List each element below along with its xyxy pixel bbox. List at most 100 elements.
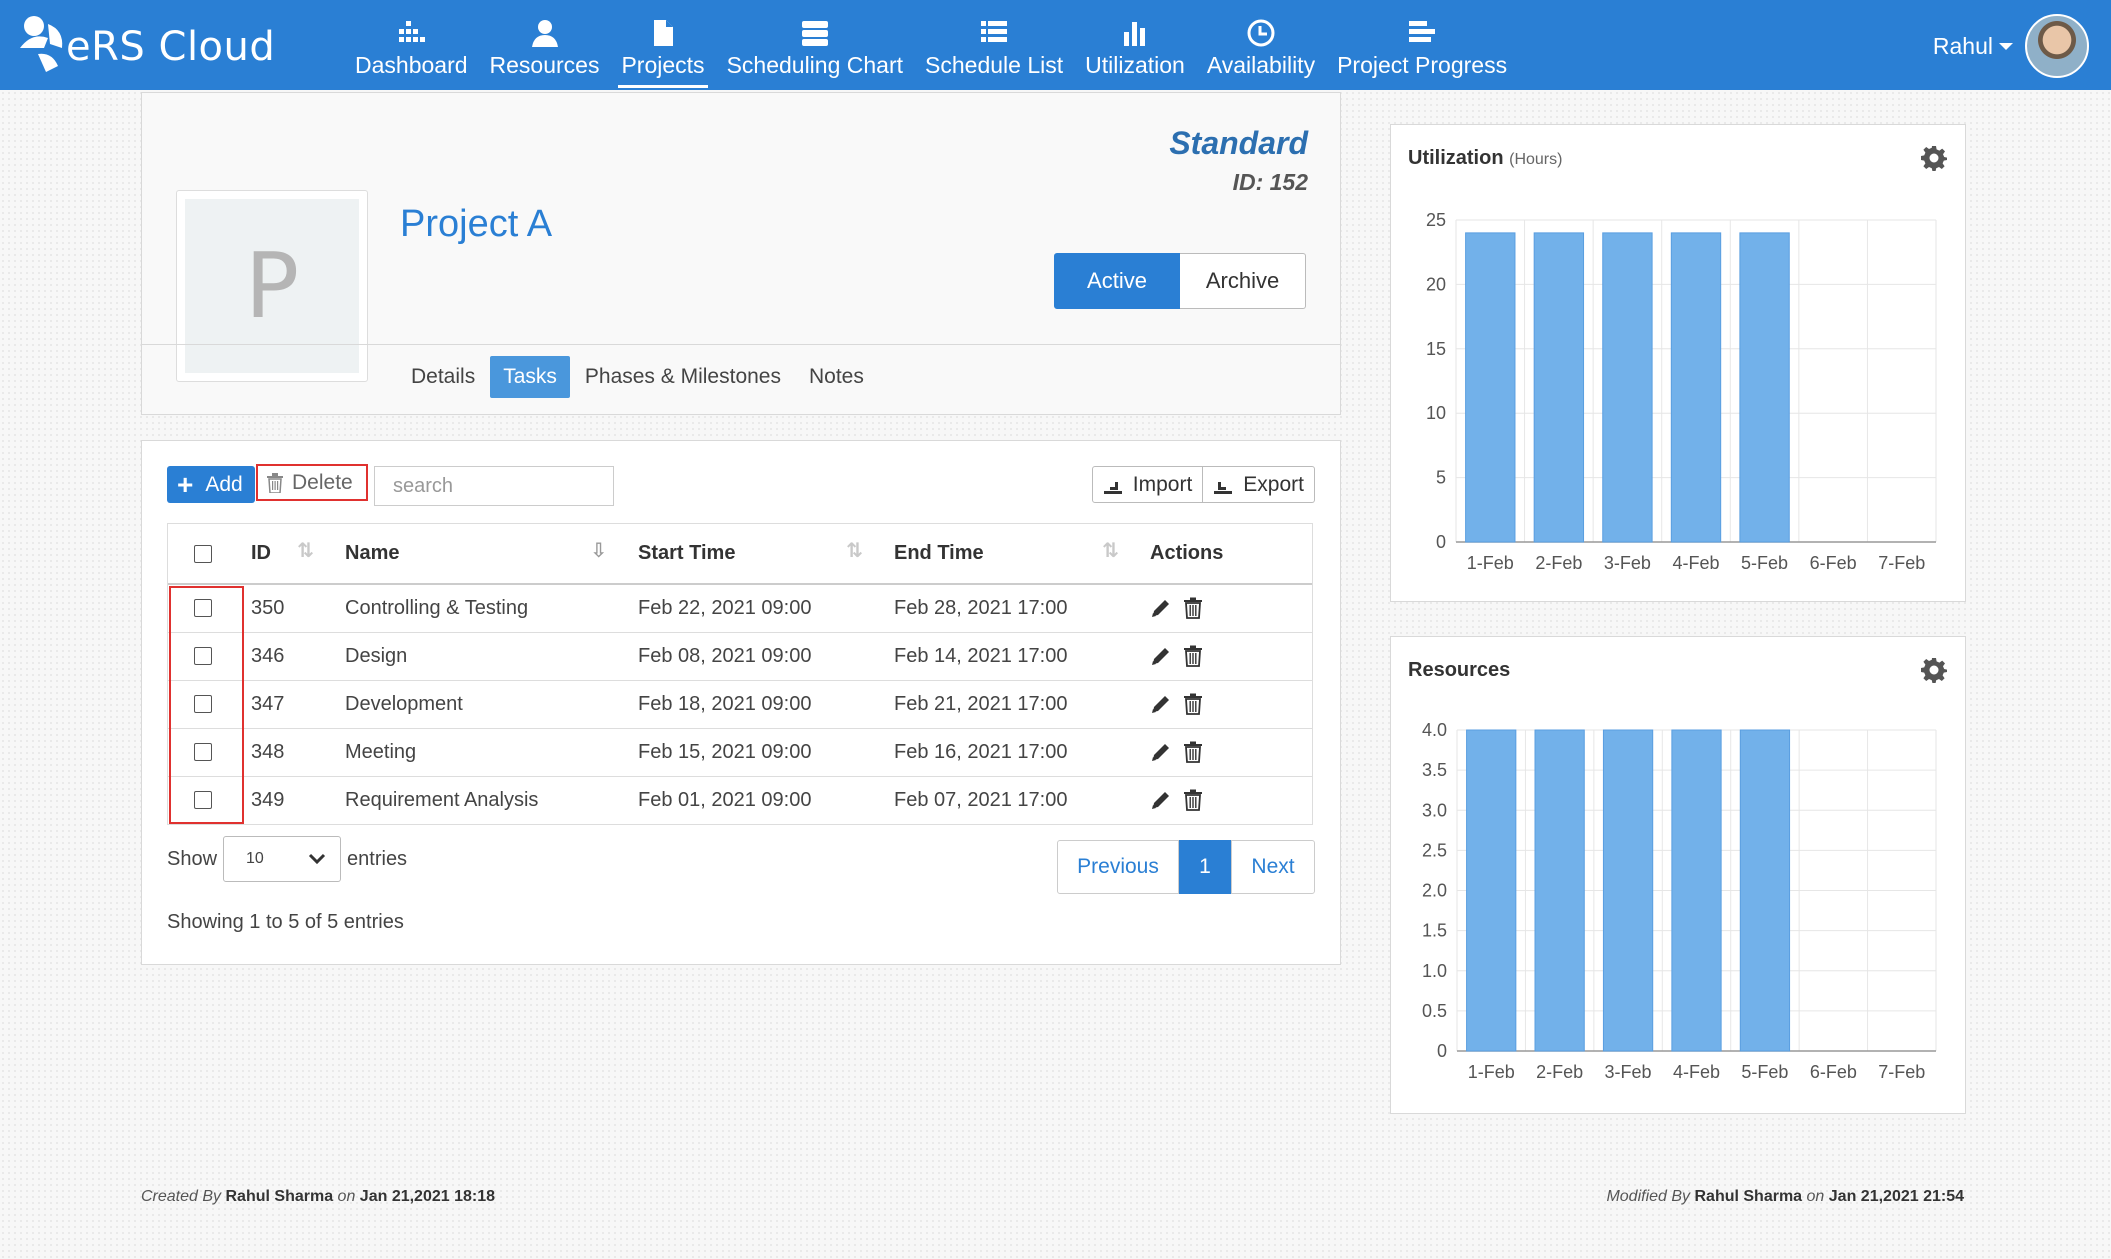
add-button[interactable]: + Add <box>167 466 255 503</box>
column-header-name[interactable]: Name ⇩ <box>332 524 625 585</box>
x-tick-label: 5-Feb <box>1741 553 1788 573</box>
bar-1-Feb <box>1466 729 1517 1052</box>
table-row: 349 Requirement Analysis Feb 01, 2021 09… <box>168 775 1312 824</box>
created-prefix: Created By <box>141 1188 222 1205</box>
search-input[interactable] <box>374 466 614 506</box>
modified-by: Rahul Sharma <box>1694 1188 1803 1205</box>
delete-button[interactable]: Delete <box>256 464 368 501</box>
row-checkbox[interactable] <box>194 743 212 762</box>
page-1-button[interactable]: 1 <box>1179 840 1231 894</box>
nav-schedule-list[interactable]: Schedule List <box>914 0 1074 90</box>
nav-projects[interactable]: Projects <box>610 0 715 90</box>
gear-icon[interactable] <box>1921 657 1947 683</box>
row-checkbox[interactable] <box>194 599 212 618</box>
tab-notes[interactable]: Notes <box>809 365 864 388</box>
task-name: Design <box>332 631 625 680</box>
x-tick-label: 4-Feb <box>1673 1062 1720 1082</box>
task-name: Development <box>332 679 625 728</box>
task-end: Feb 14, 2021 17:00 <box>881 631 1137 680</box>
logo[interactable]: eRS Cloud <box>18 12 275 82</box>
y-tick-label: 5 <box>1436 468 1446 488</box>
nav-resources[interactable]: Resources <box>479 0 611 90</box>
nav-utilization[interactable]: Utilization <box>1074 0 1196 90</box>
sort-icon[interactable]: ⇅ <box>297 540 314 562</box>
project-initial: P <box>185 199 359 373</box>
user-menu[interactable]: Rahul <box>1933 14 2089 78</box>
created-date: Jan 21,2021 18:18 <box>359 1188 496 1205</box>
trash-icon[interactable] <box>1182 741 1204 763</box>
status-toggle: Active Archive <box>1054 253 1306 309</box>
x-tick-label: 1-Feb <box>1468 1062 1515 1082</box>
tab-details[interactable]: Details <box>411 365 476 388</box>
avatar[interactable] <box>2025 14 2089 78</box>
y-tick-label: 0 <box>1437 1041 1447 1061</box>
tab-tasks[interactable]: Tasks <box>490 356 570 398</box>
tasks-panel: + Add Delete Import Export ID ⇅ Name ⇩ Sta… <box>141 440 1341 965</box>
x-tick-label: 4-Feb <box>1672 553 1719 573</box>
resources-title: Resources <box>1408 659 1511 681</box>
x-tick-label: 3-Feb <box>1605 1062 1652 1082</box>
nav-dashboard[interactable]: Dashboard <box>344 0 479 90</box>
x-tick-label: 7-Feb <box>1878 553 1925 573</box>
task-start: Feb 08, 2021 09:00 <box>625 631 881 680</box>
task-name: Controlling & Testing <box>332 583 625 632</box>
edit-icon[interactable] <box>1150 693 1172 715</box>
column-header-end-time[interactable]: End Time ⇅ <box>881 524 1137 585</box>
sort-icon[interactable]: ⇅ <box>846 540 863 562</box>
sort-icon[interactable]: ⇅ <box>1102 540 1119 562</box>
edit-icon[interactable] <box>1150 645 1172 667</box>
nav-scheduling-chart[interactable]: Scheduling Chart <box>716 0 914 90</box>
trash-icon[interactable] <box>1182 693 1204 715</box>
main-nav: Dashboard Resources Projects Scheduling … <box>344 0 1518 90</box>
import-button[interactable]: Import <box>1091 466 1204 503</box>
edit-icon[interactable] <box>1150 741 1172 763</box>
row-checkbox[interactable] <box>194 791 212 810</box>
gear-icon[interactable] <box>1921 145 1947 171</box>
modified-info: Modified By Rahul Sharma on Jan 21,2021 … <box>1606 1188 1964 1206</box>
row-checkbox[interactable] <box>194 647 212 666</box>
task-start: Feb 18, 2021 09:00 <box>625 679 881 728</box>
export-button[interactable]: Export <box>1203 466 1315 503</box>
bar-1-Feb <box>1465 232 1516 543</box>
column-label: ID <box>251 542 271 564</box>
nav-availability[interactable]: Availability <box>1196 0 1326 90</box>
page-size-control: Show 10 entries <box>167 836 407 882</box>
trash-icon[interactable] <box>1182 645 1204 667</box>
page-size-select[interactable]: 10 <box>223 836 342 882</box>
y-tick-label: 15 <box>1426 339 1446 359</box>
utilization-subtitle: (Hours) <box>1509 151 1563 168</box>
select-all-checkbox[interactable] <box>194 544 212 563</box>
bar-2-Feb <box>1534 729 1585 1052</box>
task-id: 350 <box>238 583 332 632</box>
column-header-id[interactable]: ID ⇅ <box>238 524 332 585</box>
progress-icon <box>1409 21 1436 42</box>
active-button[interactable]: Active <box>1054 253 1180 309</box>
table-header-row: ID ⇅ Name ⇩ Start Time ⇅ End Time ⇅ Actions <box>168 524 1312 585</box>
task-name: Meeting <box>332 727 625 776</box>
nav-label: Scheduling Chart <box>726 52 904 78</box>
archive-button[interactable]: Archive <box>1180 253 1306 309</box>
column-header-actions: Actions <box>1137 524 1312 585</box>
bar-5-Feb <box>1739 232 1790 543</box>
y-tick-label: 2.5 <box>1422 840 1447 860</box>
task-id: 346 <box>238 631 332 680</box>
nav-label: Resources <box>489 52 600 78</box>
sort-asc-icon[interactable]: ⇩ <box>590 540 607 562</box>
column-header-start-time[interactable]: Start Time ⇅ <box>625 524 881 585</box>
y-tick-label: 4.0 <box>1422 720 1447 740</box>
edit-icon[interactable] <box>1150 597 1172 619</box>
nav-project-progress[interactable]: Project Progress <box>1326 0 1518 90</box>
bar-5-Feb <box>1739 729 1791 1052</box>
trash-icon[interactable] <box>1182 789 1204 812</box>
tab-phases-milestones[interactable]: Phases & Milestones <box>584 365 781 388</box>
row-checkbox[interactable] <box>194 695 212 714</box>
task-id: 347 <box>238 679 332 728</box>
trash-icon[interactable] <box>1182 597 1204 620</box>
task-id: 349 <box>238 775 332 824</box>
edit-icon[interactable] <box>1150 789 1172 811</box>
next-button[interactable]: Next <box>1231 840 1315 894</box>
top-navbar: eRS Cloud Dashboard Resources Projects S… <box>0 0 2111 90</box>
task-id: 348 <box>238 727 332 776</box>
y-tick-label: 2.0 <box>1422 881 1447 901</box>
previous-button[interactable]: Previous <box>1057 840 1179 894</box>
